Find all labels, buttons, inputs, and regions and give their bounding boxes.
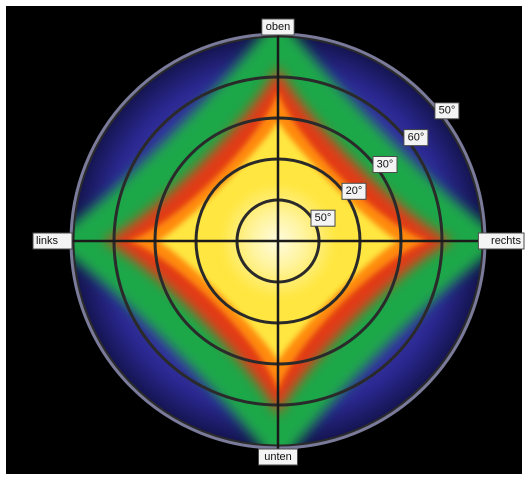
label-right-text: rechts — [491, 235, 521, 247]
label-top-text: oben — [266, 21, 290, 33]
direction-labels: oben unten links rechts — [32, 18, 525, 466]
ring-label-box — [372, 156, 398, 173]
ring-label-box — [403, 129, 429, 147]
ring-label-text: 60° — [408, 132, 425, 144]
ring-label-text: 50° — [315, 212, 332, 224]
ring-label-box — [341, 182, 367, 200]
label-right: rechts — [477, 232, 525, 250]
label-left: links — [32, 232, 73, 250]
ring-label-2: 30° — [372, 156, 398, 173]
ring-label-text: 20° — [346, 185, 363, 197]
label-bottom-text: unten — [264, 451, 292, 463]
ring-label-4: 50° — [434, 102, 460, 120]
label-top: oben — [261, 18, 295, 36]
ring-label-box — [434, 102, 460, 120]
ring-label-text: 50° — [439, 105, 456, 117]
ring-label-box — [310, 209, 336, 227]
ring-label-1: 20° — [341, 182, 367, 200]
polar-grid — [65, 28, 491, 454]
label-left-text: links — [36, 235, 59, 247]
ring-labels: 50° 20° 30° 60° 50° — [310, 102, 460, 227]
ring-label-0: 50° — [310, 209, 336, 227]
label-bottom: unten — [258, 448, 298, 466]
ring-label-text: 30° — [377, 158, 394, 170]
ring-label-3: 60° — [403, 129, 429, 147]
